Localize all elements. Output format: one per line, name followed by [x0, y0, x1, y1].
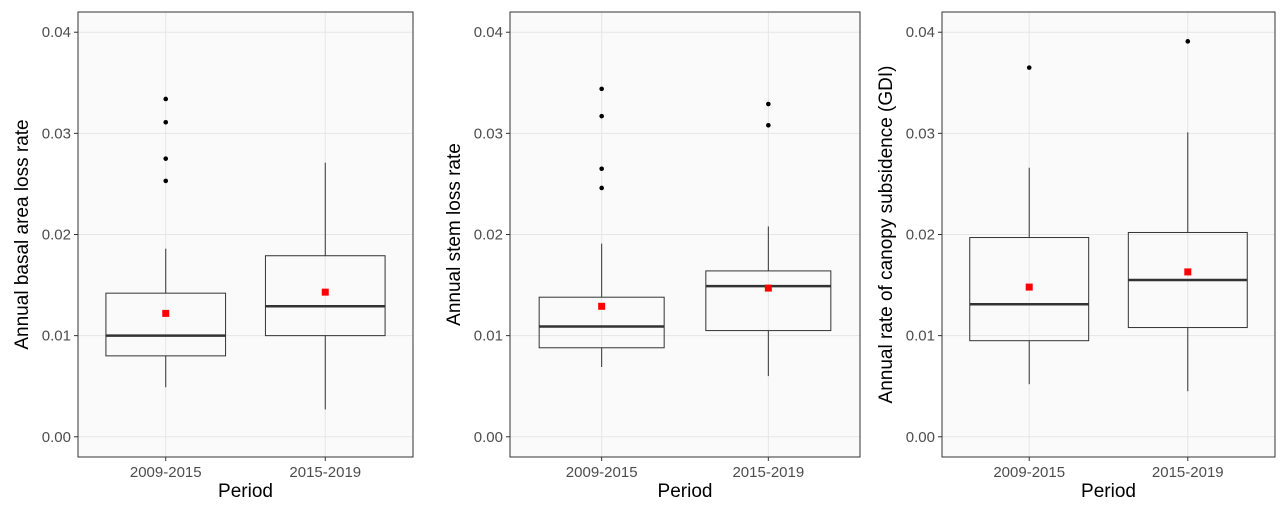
- y-tick-label: 0.00: [906, 429, 935, 446]
- box: [538, 296, 665, 349]
- x-tick-label: 2015-2019: [732, 464, 804, 481]
- outlier: [599, 185, 604, 191]
- y-tick-label: 0.02: [42, 227, 71, 244]
- panel: 0.00 0.01 0.02 0.03 0.04 2009-2015 2015-2019 Pe…: [444, 11, 861, 502]
- y-tick-label: 0.00: [474, 429, 503, 446]
- plot-border: [509, 11, 861, 458]
- y-tick-label: 0.00: [42, 429, 71, 446]
- y-tick-label: 0.01: [474, 328, 503, 345]
- mean: [1025, 283, 1033, 291]
- x-tick-label: 2009-2015: [993, 464, 1065, 481]
- outlier: [599, 166, 604, 172]
- outlier: [766, 101, 771, 107]
- x-axis-title: Period: [658, 481, 713, 502]
- y-tick-label: 0.03: [906, 125, 935, 142]
- y-tick-label: 0.02: [906, 227, 935, 244]
- x-tick-label: 2015-2019: [289, 464, 361, 481]
- mean: [1184, 268, 1192, 276]
- x-tick-label: 2009-2015: [566, 464, 638, 481]
- y-tick-label: 0.01: [906, 328, 935, 345]
- box: [705, 270, 832, 332]
- x-tick-label: 2015-2019: [1152, 464, 1224, 481]
- y-tick-label: 0.03: [42, 125, 71, 142]
- y-tick-label: 0.03: [474, 125, 503, 142]
- outlier: [1026, 65, 1032, 70]
- box: [264, 255, 386, 337]
- plot-border: [941, 11, 1276, 458]
- outlier: [163, 178, 169, 184]
- plot-border: [77, 11, 414, 458]
- x-axis-title: Period: [1081, 481, 1136, 502]
- outlier: [599, 113, 604, 119]
- y-axis-title: Annual stem loss rate: [444, 143, 465, 326]
- box: [105, 292, 227, 357]
- y-axis-title: Annual rate of canopy subsidence (GDI): [876, 66, 897, 404]
- y-tick-label: 0.04: [906, 24, 935, 41]
- mean: [598, 302, 606, 310]
- y-axis-title: Annual basal area loss rate: [12, 119, 33, 349]
- mean: [321, 288, 329, 296]
- y-tick-label: 0.04: [474, 24, 503, 41]
- mean: [764, 284, 772, 292]
- x-tick-label: 2009-2015: [130, 464, 202, 481]
- y-tick-label: 0.04: [42, 24, 71, 41]
- outlier: [599, 86, 604, 92]
- panel: 0.00 0.01 0.02 0.03 0.04 2009-2015 2015-2019 Pe…: [12, 11, 414, 502]
- x-axis-title: Period: [218, 481, 273, 502]
- outlier: [163, 156, 169, 161]
- panel: 0.00 0.01 0.02 0.03 0.04 2009-2015 2015-2019 Pe…: [876, 11, 1276, 502]
- outlier: [163, 119, 169, 125]
- outlier: [1185, 39, 1191, 44]
- y-tick-label: 0.01: [42, 328, 71, 345]
- box: [969, 237, 1090, 342]
- y-tick-label: 0.02: [474, 227, 503, 244]
- outlier: [163, 96, 169, 102]
- mean: [162, 309, 170, 317]
- outlier: [766, 122, 771, 128]
